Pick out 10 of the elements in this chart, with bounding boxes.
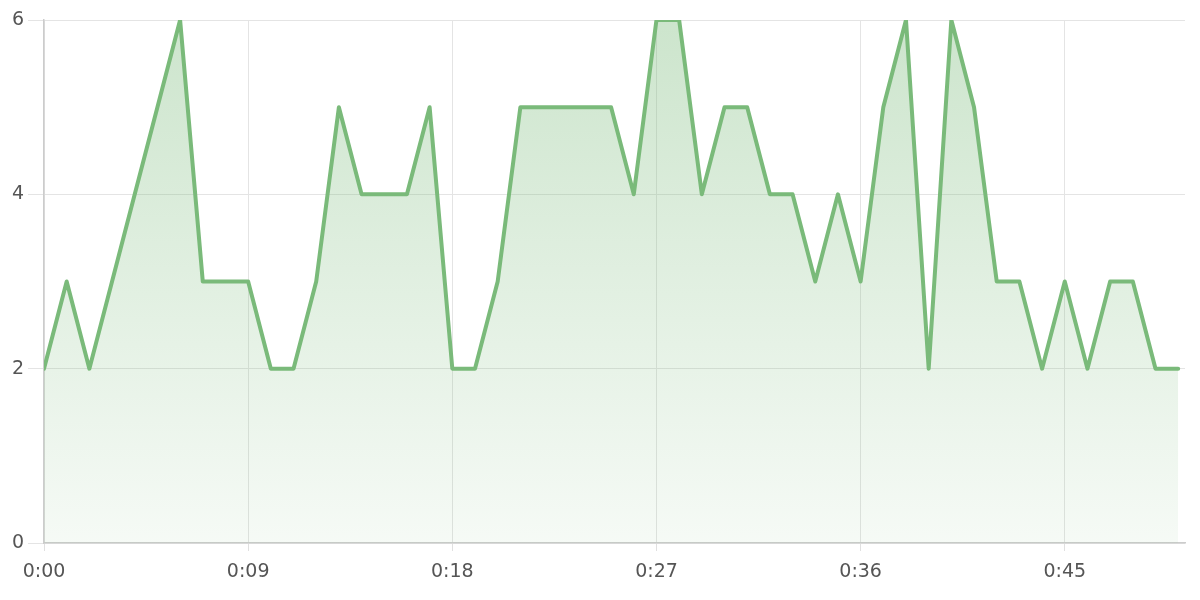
y-tick-label: 6 bbox=[11, 6, 24, 29]
x-tick-label: 0:09 bbox=[226, 559, 270, 582]
y-tick-label: 2 bbox=[11, 355, 24, 378]
x-tick-label: 0:00 bbox=[22, 559, 66, 582]
y-tick-label: 0 bbox=[11, 529, 24, 552]
x-tick-label: 0:27 bbox=[635, 559, 678, 582]
y-tick-label: 4 bbox=[11, 181, 24, 204]
x-tick-label: 0:45 bbox=[1043, 559, 1087, 582]
x-tick-label: 0:18 bbox=[430, 559, 474, 582]
x-tick-label: 0:36 bbox=[839, 559, 882, 582]
